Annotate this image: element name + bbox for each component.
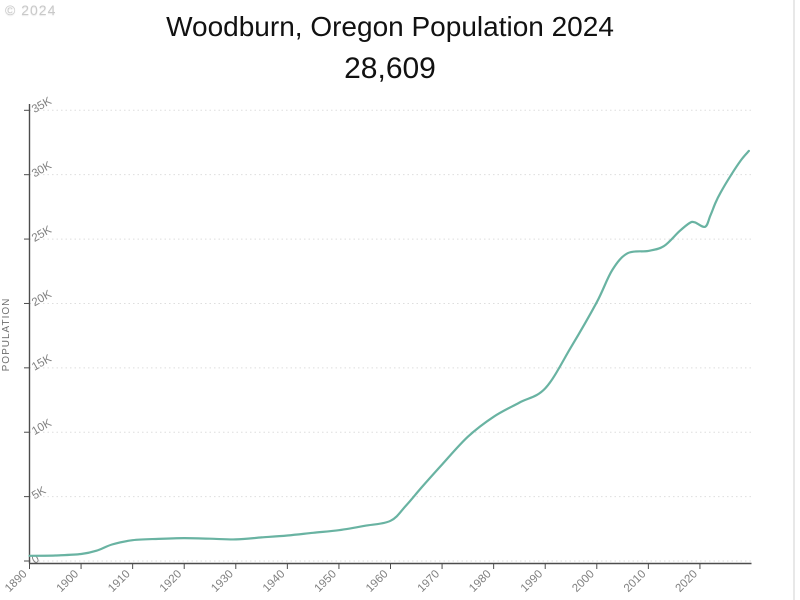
x-tick-label: 1930 (209, 568, 236, 595)
x-tick-label: 2020 (673, 568, 700, 595)
population-line-path (28, 149, 750, 557)
copyright-watermark: © 2024 (5, 2, 57, 18)
x-tick-label: 1910 (106, 568, 133, 595)
x-tick-label: 1990 (519, 568, 546, 595)
x-tick-label: 1980 (467, 568, 494, 595)
y-tick-label: 20K (30, 288, 54, 309)
y-tick-label: 0 (30, 553, 42, 567)
chart-subtitle: 28,609 (344, 52, 436, 85)
y-tick-label: 5K (30, 485, 48, 503)
y-tick-label: 35K (30, 95, 54, 116)
y-tick-label: 15K (30, 353, 54, 374)
x-tick-label: 1970 (416, 568, 443, 595)
y-tick-label: 30K (30, 159, 54, 180)
x-tick-label: 1960 (364, 568, 391, 595)
x-tick-label: 1950 (312, 568, 339, 595)
x-tick-label: 1920 (158, 568, 185, 595)
y-tick-label: 25K (30, 224, 54, 245)
x-tick-label: 1900 (55, 568, 82, 595)
x-tick-label: 1940 (261, 568, 288, 595)
y-tick-label: 10K (30, 417, 54, 438)
x-tick-label: 2010 (622, 568, 649, 595)
chart-title: Woodburn, Oregon Population 2024 (166, 11, 614, 42)
x-tick-label: 1890 (3, 568, 30, 595)
x-tick-label: 2000 (570, 568, 597, 595)
